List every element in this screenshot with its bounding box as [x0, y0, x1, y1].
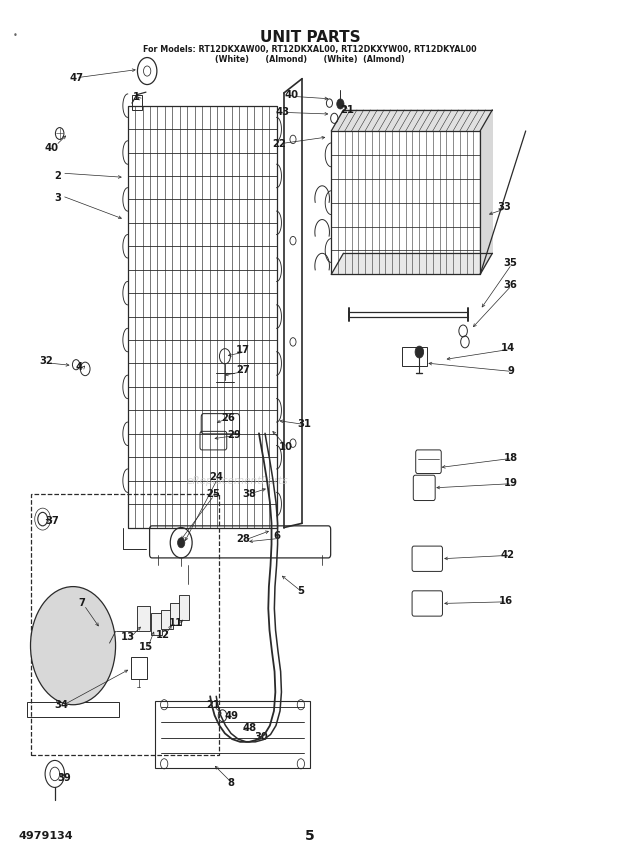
Text: 42: 42 [500, 550, 515, 561]
Text: 4: 4 [76, 362, 82, 372]
Text: 31: 31 [297, 418, 311, 429]
Text: 40: 40 [285, 90, 299, 100]
Text: 15: 15 [139, 642, 153, 653]
Text: 27: 27 [236, 365, 250, 375]
Text: (White)      (Almond)      (White)  (Almond): (White) (Almond) (White) (Almond) [215, 55, 405, 64]
Bar [27, 703, 118, 717]
Bar [161, 610, 173, 629]
Text: 35: 35 [503, 258, 518, 269]
Text: 18: 18 [503, 453, 518, 462]
Text: •: • [13, 31, 18, 40]
Text: 26: 26 [221, 412, 235, 423]
Polygon shape [331, 253, 492, 275]
Text: 49: 49 [224, 710, 238, 721]
Text: 2: 2 [55, 170, 61, 181]
Text: 21: 21 [206, 700, 219, 709]
Text: For Models: RT12DKXAW00, RT12DKXAL00, RT12DKXYW00, RT12DKYAL00: For Models: RT12DKXAW00, RT12DKXAL00, RT… [143, 45, 477, 53]
Text: 24: 24 [209, 472, 223, 482]
Text: UNIT PARTS: UNIT PARTS [260, 30, 360, 45]
Text: 3: 3 [55, 194, 61, 203]
Circle shape [337, 99, 344, 109]
Text: 6: 6 [273, 531, 280, 541]
Bar [402, 347, 427, 366]
Text: 5: 5 [305, 828, 315, 843]
Text: eReplacementParts: eReplacementParts [186, 476, 288, 486]
Text: 11: 11 [169, 618, 184, 628]
Polygon shape [480, 110, 492, 275]
Bar [179, 595, 189, 620]
Bar [128, 106, 277, 528]
Bar [132, 95, 142, 110]
Text: 1: 1 [133, 92, 140, 102]
Text: 22: 22 [273, 139, 286, 149]
Text: 16: 16 [498, 596, 513, 606]
Text: 14: 14 [500, 343, 515, 353]
Text: 33: 33 [498, 201, 511, 212]
Circle shape [415, 346, 423, 358]
Text: 47: 47 [69, 73, 83, 83]
Text: 39: 39 [57, 773, 71, 784]
Text: 9: 9 [507, 367, 514, 376]
Circle shape [177, 537, 185, 548]
Bar [155, 701, 310, 768]
Text: 43: 43 [276, 107, 290, 116]
Text: 36: 36 [503, 281, 518, 290]
Bar [131, 658, 146, 679]
Bar [170, 604, 181, 624]
Text: 40: 40 [45, 143, 59, 153]
Text: 10: 10 [279, 443, 293, 452]
Text: 4979134: 4979134 [19, 831, 73, 840]
Text: 32: 32 [39, 356, 53, 366]
Bar [30, 494, 219, 755]
Text: 19: 19 [503, 478, 518, 488]
Text: 25: 25 [206, 489, 219, 499]
Text: 48: 48 [242, 722, 256, 733]
Polygon shape [331, 110, 492, 131]
Text: 21: 21 [340, 105, 355, 115]
Text: 17: 17 [236, 345, 250, 356]
Text: 37: 37 [45, 516, 59, 526]
Text: 28: 28 [236, 534, 250, 543]
Text: 8: 8 [228, 778, 234, 788]
Circle shape [30, 586, 115, 704]
Text: 13: 13 [121, 632, 135, 642]
Text: 34: 34 [54, 700, 68, 709]
Text: 29: 29 [227, 430, 241, 440]
Text: 5: 5 [298, 585, 304, 596]
Bar [151, 613, 162, 635]
Text: 38: 38 [242, 489, 256, 499]
Text: 7: 7 [79, 598, 86, 609]
Bar [137, 606, 150, 631]
Text: 12: 12 [156, 629, 170, 640]
Text: 30: 30 [255, 732, 268, 742]
